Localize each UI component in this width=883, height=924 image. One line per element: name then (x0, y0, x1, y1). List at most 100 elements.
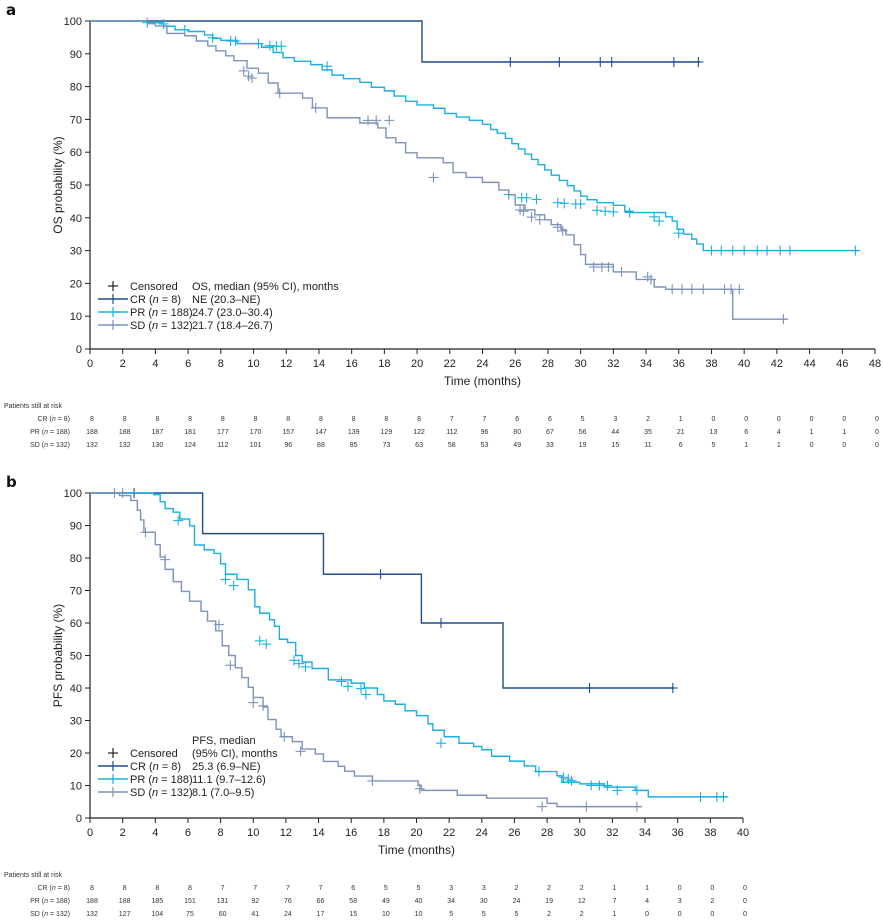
at-risk-value: 0 (710, 911, 714, 918)
at-risk-value: 8 (319, 416, 323, 423)
at-risk-row-label: PR (n = 188) (30, 898, 70, 905)
at-risk-value: 0 (810, 442, 814, 449)
at-risk-value: 75 (186, 911, 194, 918)
x-tick-label: 12 (280, 358, 292, 370)
x-tick-label: 10 (247, 358, 259, 370)
legend-label-cr: CR (n = 8) (130, 294, 181, 306)
x-tick-label: 2 (120, 827, 126, 839)
at-risk-value: 0 (678, 885, 682, 892)
at-risk-value: 24 (513, 898, 521, 905)
x-tick-label: 40 (737, 827, 749, 839)
at-risk-value: 0 (743, 898, 747, 905)
legend-label-pr: PR (n = 188) (130, 307, 193, 319)
legend-value-cr: 25.3 (6.9–NE) (192, 761, 260, 773)
x-tick-label: 18 (378, 358, 390, 370)
y-tick-label: 100 (64, 16, 82, 28)
x-tick-label: 0 (87, 358, 93, 370)
at-risk-value: 1 (744, 442, 748, 449)
at-risk-value: 76 (284, 898, 292, 905)
at-risk-value: 41 (251, 911, 259, 918)
at-risk-row-label: PR (n = 188) (30, 429, 70, 436)
at-risk-value: 129 (381, 429, 393, 436)
y-tick-label: 60 (70, 618, 82, 630)
at-risk-value: 2 (547, 885, 551, 892)
at-risk-value: 187 (152, 429, 164, 436)
legend-label-pr: PR (n = 188) (130, 774, 193, 786)
x-tick-label: 26 (509, 358, 521, 370)
legend-value-pr: 11.1 (9.7–12.6) (192, 774, 266, 786)
at-risk-value: 0 (710, 885, 714, 892)
at-risk-value: 139 (348, 429, 360, 436)
series-cr (90, 488, 678, 693)
at-risk-value: 1 (612, 911, 616, 918)
x-tick-label: 16 (346, 358, 358, 370)
x-tick-label: 30 (574, 827, 586, 839)
x-tick-label: 28 (542, 358, 554, 370)
at-risk-value: 5 (449, 911, 453, 918)
at-risk-value: 0 (875, 442, 879, 449)
at-risk-value: 1 (810, 429, 814, 436)
legend-label-cr: CR (n = 8) (130, 761, 181, 773)
x-tick-label: 14 (312, 827, 324, 839)
at-risk-value: 112 (446, 429, 457, 436)
x-tick-label: 34 (639, 827, 651, 839)
at-risk-value: 8 (384, 416, 388, 423)
x-tick-label: 34 (640, 358, 652, 370)
at-risk-value: 15 (349, 911, 357, 918)
x-tick-label: 24 (476, 827, 488, 839)
y-tick-label: 100 (64, 488, 82, 500)
y-tick-label: 0 (76, 813, 82, 825)
y-tick-label: 20 (70, 748, 82, 760)
y-tick-label: 30 (70, 246, 82, 258)
km-curve-cr (90, 20, 701, 63)
at-risk-value: 11 (644, 442, 651, 449)
at-risk-value: 2 (580, 911, 584, 918)
y-tick-label: 50 (70, 651, 82, 663)
legend-header: PFS, median (192, 735, 256, 747)
at-risk-value: 10 (415, 911, 423, 918)
at-risk-value: 12 (578, 898, 586, 905)
at-risk-value: 2 (646, 416, 650, 423)
series-pr (90, 17, 861, 256)
km-curve-pr (90, 20, 859, 252)
at-risk-value: 0 (810, 416, 814, 423)
at-risk-value: 8 (90, 885, 94, 892)
at-risk-value: 1 (777, 442, 781, 449)
at-risk-value: 188 (86, 898, 98, 905)
x-tick-label: 38 (705, 358, 717, 370)
at-risk-value: 8 (417, 416, 421, 423)
at-risk-value: 131 (217, 898, 229, 905)
x-tick-label: 4 (152, 358, 158, 370)
y-tick-label: 90 (70, 521, 82, 533)
at-risk-row-label: SD (n = 132) (30, 442, 70, 449)
x-tick-label: 32 (607, 358, 619, 370)
y-tick-label: 80 (70, 553, 82, 565)
legend-value-pr: 24.7 (23.0–30.4) (192, 307, 273, 319)
at-risk-value: 157 (282, 429, 294, 436)
at-risk-value: 8 (188, 885, 192, 892)
at-risk-value: 19 (545, 898, 553, 905)
at-risk-value: 7 (253, 885, 257, 892)
legend-value-sd: 8.1 (7.0–9.5) (192, 787, 254, 799)
at-risk-table: Patients still at risk CR (n = 8) 8 8 8 8 7 7 7 7… (4, 872, 747, 918)
at-risk-value: 130 (152, 442, 164, 449)
at-risk-value: 132 (119, 442, 131, 449)
x-tick-label: 20 (411, 358, 423, 370)
at-risk-value: 185 (151, 898, 163, 905)
at-risk-value: 8 (352, 416, 356, 423)
at-risk-value: 3 (482, 885, 486, 892)
at-risk-value: 0 (842, 442, 846, 449)
x-tick-label: 22 (444, 358, 456, 370)
y-tick-label: 90 (70, 49, 82, 61)
at-risk-value: 96 (284, 442, 292, 449)
at-risk-value: 80 (513, 429, 521, 436)
x-tick-label: 28 (541, 827, 553, 839)
series-sd (90, 20, 789, 325)
x-tick-label: 46 (836, 358, 848, 370)
panel-letter: b (6, 473, 17, 491)
at-risk-value: 35 (644, 429, 652, 436)
at-risk-value: 7 (450, 416, 454, 423)
